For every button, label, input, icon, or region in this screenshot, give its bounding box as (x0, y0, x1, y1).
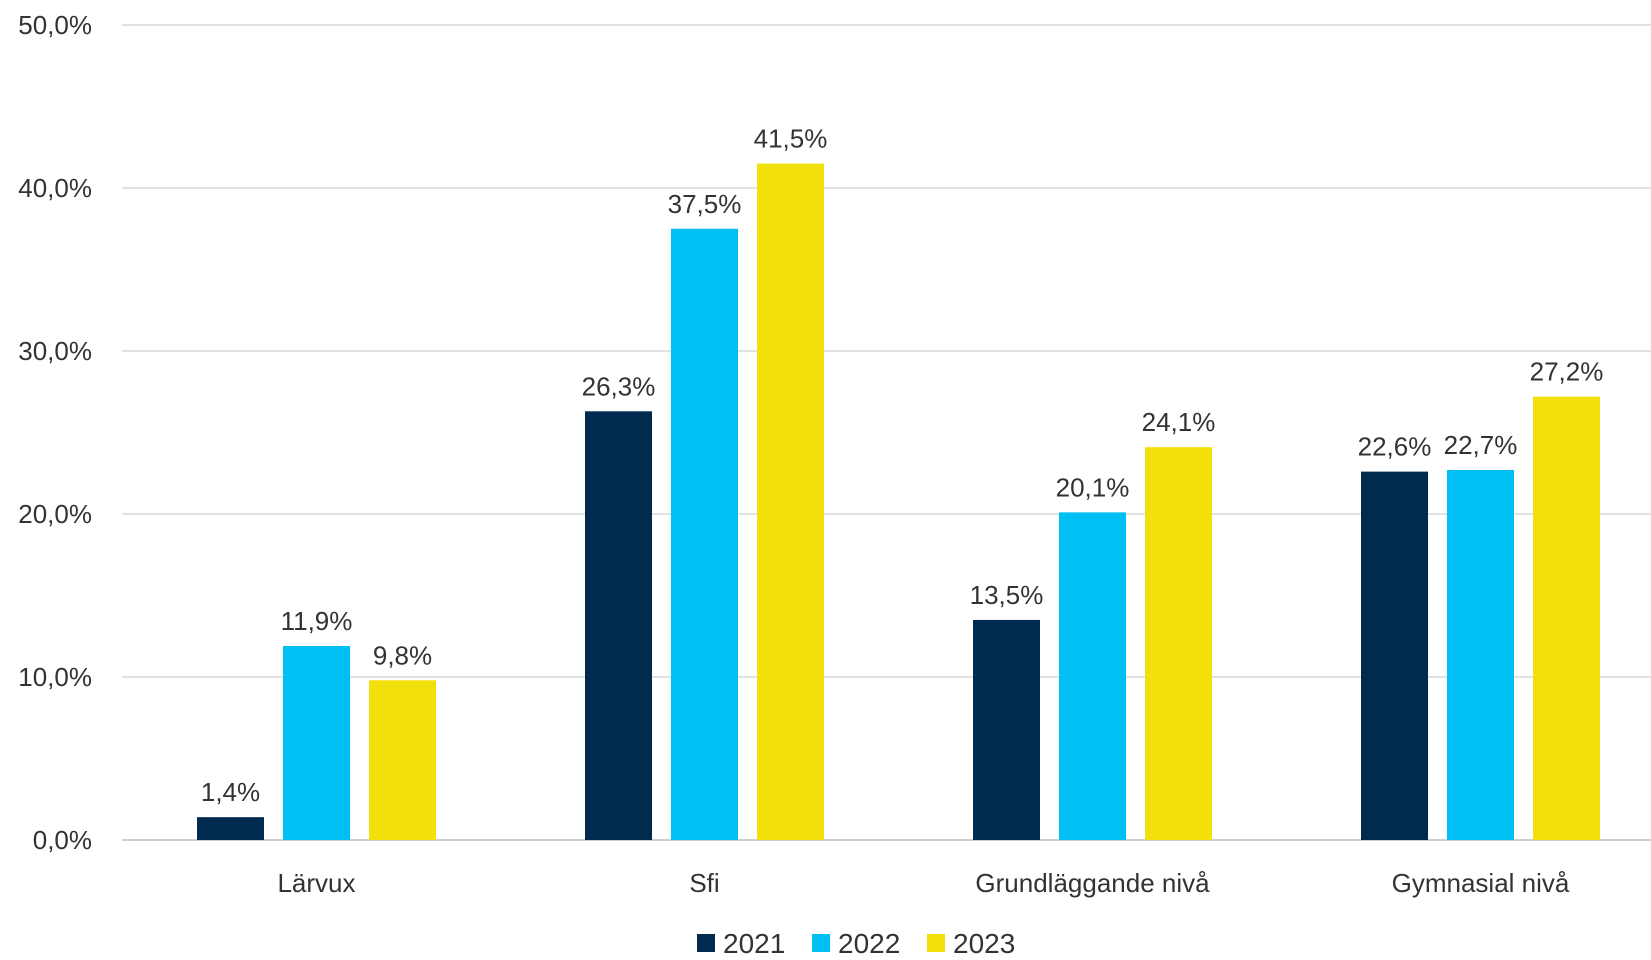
legend-label: 2021 (723, 928, 785, 959)
y-tick-label: 40,0% (18, 173, 92, 203)
bar-2023-1 (757, 163, 824, 841)
bar-2023-0 (369, 680, 436, 840)
data-labels: 1,4% 11,9% 9,8% 26,3% 37,5% 41,5% 13,5% 20,1% 24… (201, 124, 1604, 808)
x-tick-label: Sfi (689, 868, 719, 898)
bar-2023-2 (1145, 447, 1212, 840)
bar-2022-0 (283, 646, 350, 840)
bar-2022-3 (1447, 469, 1514, 840)
x-tick-label: Gymnasial nivå (1392, 868, 1570, 898)
data-label: 11,9% (281, 606, 353, 636)
bar-2021-2 (973, 619, 1040, 840)
data-label: 24,1% (1142, 407, 1216, 437)
data-label: 20,1% (1056, 472, 1130, 502)
y-tick-label: 30,0% (18, 336, 92, 366)
data-label: 26,3% (582, 371, 656, 401)
data-label: 41,5% (754, 124, 828, 154)
bars (197, 163, 1600, 841)
y-tick-label: 50,0% (18, 10, 92, 40)
legend: 2021 2022 2023 (697, 928, 1015, 959)
y-tick-label: 0,0% (33, 825, 92, 855)
x-axis: Lärvux Sfi Grundläggande nivå Gymnasial niv… (277, 868, 1569, 898)
data-label: 22,6% (1358, 432, 1432, 462)
x-tick-label: Lärvux (277, 868, 355, 898)
y-axis: 0,0% 10,0% 20,0% 30,0% 40,0% 50,0% (18, 10, 92, 855)
y-tick-label: 10,0% (18, 662, 92, 692)
data-label: 9,8% (373, 640, 432, 670)
bar-2022-2 (1059, 512, 1126, 840)
bar-2022-1 (671, 228, 738, 840)
legend-swatch-2023 (927, 934, 945, 952)
bar-2023-3 (1533, 396, 1600, 840)
x-tick-label: Grundläggande nivå (975, 868, 1210, 898)
bar-2021-1 (585, 411, 652, 840)
bar-2021-0 (197, 817, 264, 840)
legend-swatch-2022 (812, 934, 830, 952)
y-tick-label: 20,0% (18, 499, 92, 529)
legend-label: 2023 (953, 928, 1015, 959)
data-label: 1,4% (201, 777, 260, 807)
data-label: 27,2% (1530, 357, 1604, 387)
legend-label: 2022 (838, 928, 900, 959)
data-label: 13,5% (970, 580, 1044, 610)
legend-swatch-2021 (697, 934, 715, 952)
data-label: 22,7% (1444, 430, 1518, 460)
data-label: 37,5% (668, 189, 742, 219)
bar-2021-3 (1361, 471, 1428, 840)
